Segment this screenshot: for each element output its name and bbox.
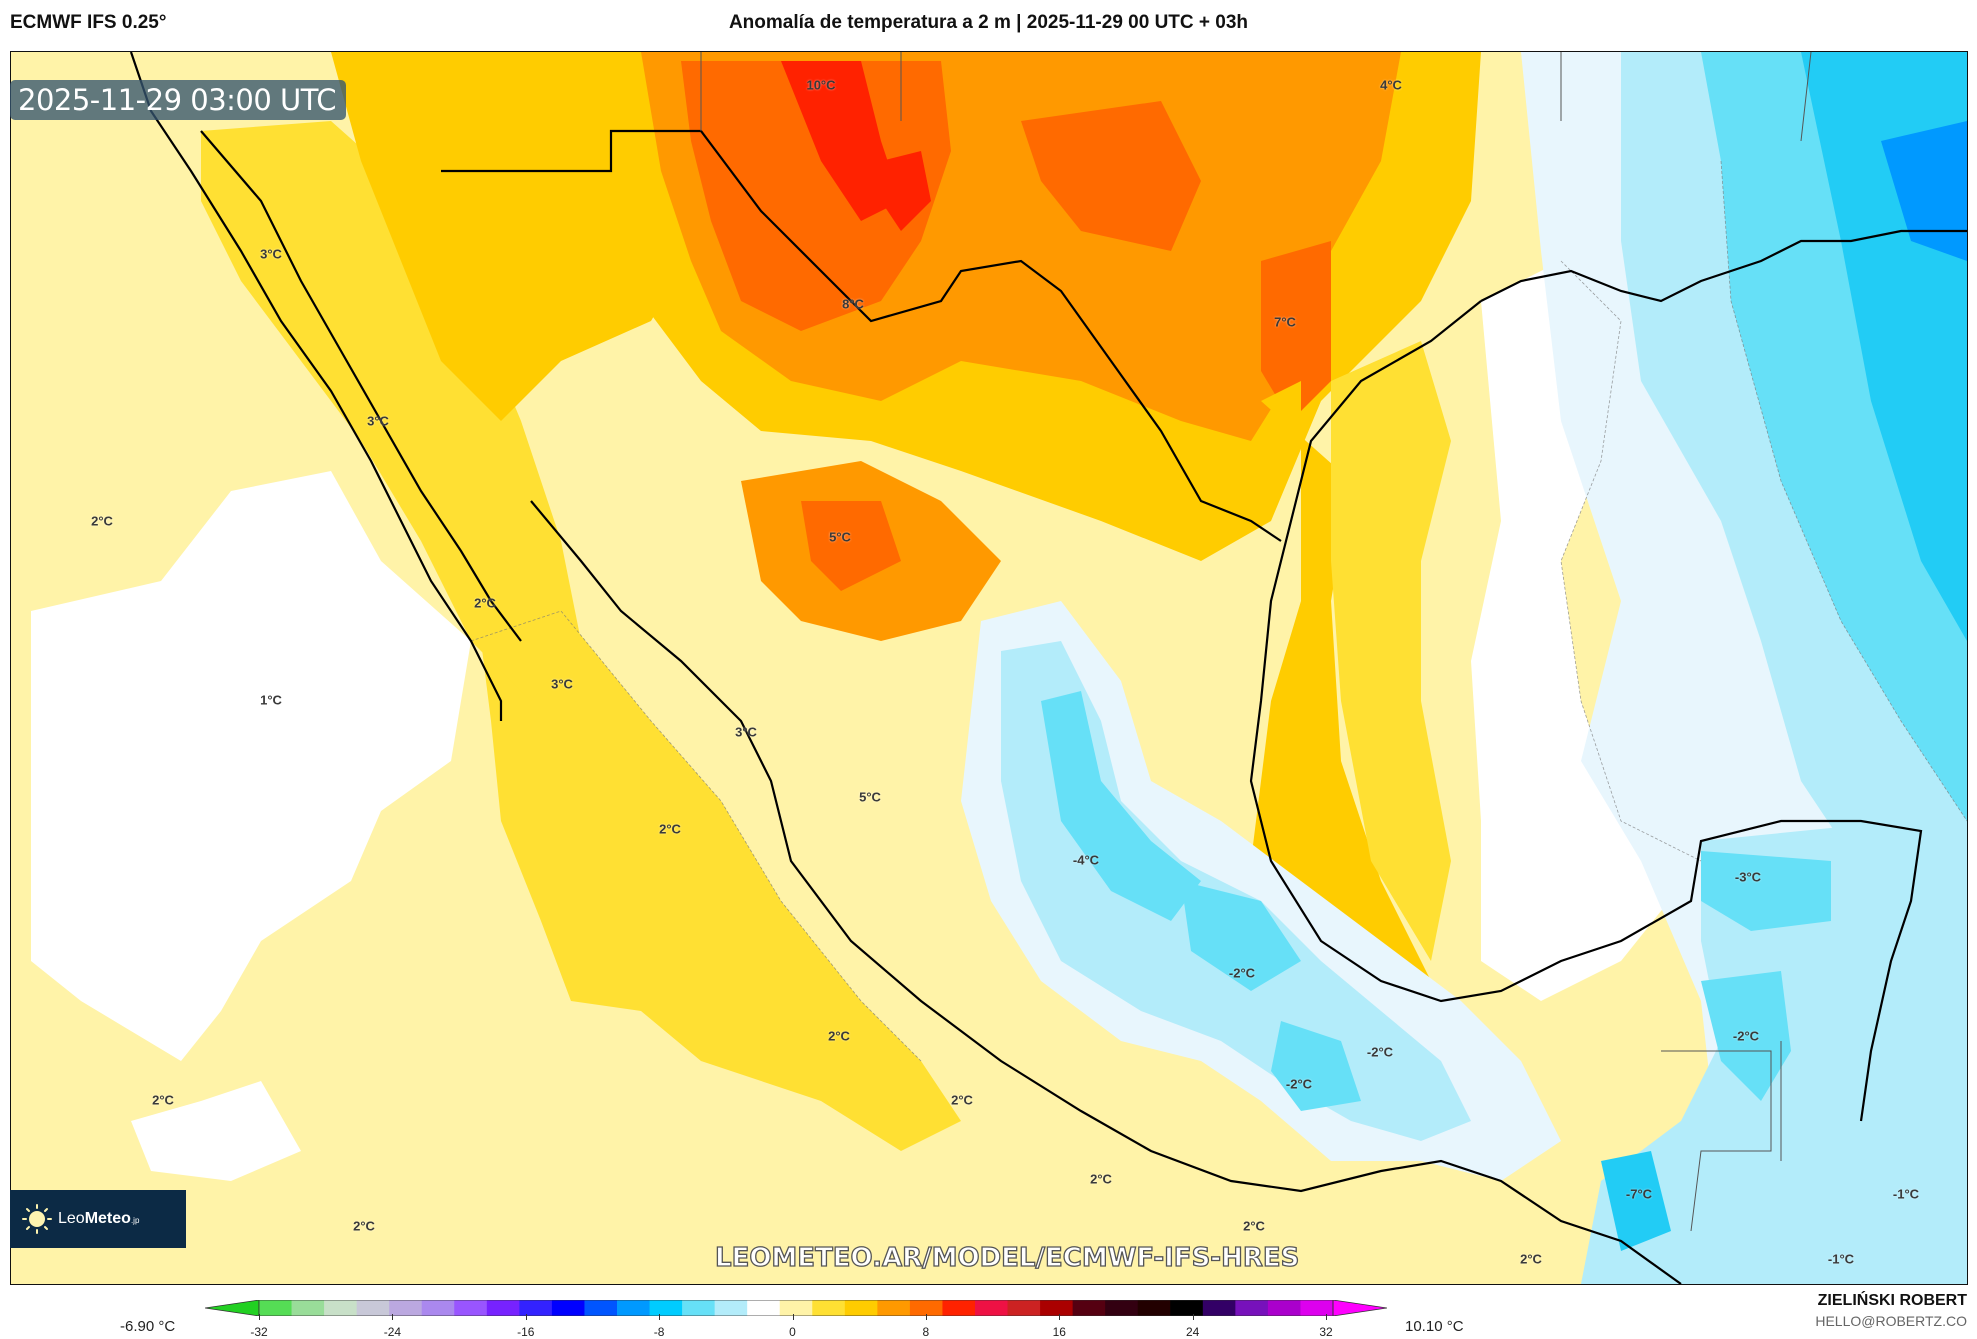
colorbar-tick-label: -8 [653, 1325, 665, 1339]
colorbar-tick-mark [1192, 1314, 1194, 1320]
contour-label: 2°C [1090, 1171, 1112, 1187]
source-watermark: LEOMETEO.AR/MODEL/ECMWF-IFS-HRES [714, 1242, 1300, 1273]
contour-label: 8°C [842, 296, 864, 312]
author-credit: ZIELIŃSKI ROBERT HELLO@ROBERTZ.CO [1815, 1292, 1967, 1329]
contour-label: -1°C [1827, 1251, 1855, 1267]
colorbar-tick-label: 16 [1052, 1325, 1066, 1339]
contour-label: 2°C [1520, 1251, 1542, 1267]
contour-label: -3°C [1734, 869, 1762, 885]
colorbar-min-label: -6.90 °C [120, 1318, 176, 1335]
valid-time-badge: 2025-11-29 03:00 UTC [10, 80, 346, 120]
contour-label: -2°C [1366, 1044, 1394, 1060]
contour-label: 7°C [1274, 314, 1296, 330]
contour-label: -1°C [1892, 1186, 1920, 1202]
colorbar-tick-label: 8 [922, 1325, 930, 1339]
contour-label: 2°C [1243, 1218, 1265, 1234]
anomaly-field [11, 52, 1967, 1284]
leometeo-logo[interactable]: LeoMeteo.jp [10, 1190, 186, 1248]
contour-label: 2°C [828, 1028, 850, 1044]
colorbar-tick-mark [1326, 1314, 1327, 1320]
colorbar-tick-label: -16 [517, 1325, 535, 1339]
contour-label: 3°C [735, 724, 757, 740]
contour-label: 5°C [829, 529, 851, 545]
colorbar-max-label: 10.10 °C [1405, 1318, 1464, 1335]
colorbar [205, 1300, 1387, 1316]
contour-label: 2°C [659, 821, 681, 837]
contour-label: 10°C [806, 77, 836, 93]
contour-label: 1°C [260, 692, 282, 708]
contour-label: -2°C [1285, 1076, 1313, 1092]
sun-icon [22, 1204, 52, 1234]
contour-label: 5°C [859, 789, 881, 805]
colorbar-tick-mark [659, 1314, 661, 1320]
colorbar-tick-mark [792, 1314, 794, 1320]
contour-label: 3°C [260, 246, 282, 262]
contour-label: 3°C [367, 413, 389, 429]
contour-label: 2°C [353, 1218, 375, 1234]
contour-label: -2°C [1732, 1028, 1760, 1044]
author-name: ZIELIŃSKI ROBERT [1817, 1292, 1967, 1309]
contour-label: 2°C [474, 595, 496, 611]
chart-title: Anomalía de temperatura a 2 m | 2025-11-… [728, 12, 1249, 33]
contour-label: -7°C [1625, 1186, 1653, 1202]
author-email[interactable]: HELLO@ROBERTZ.CO [1815, 1313, 1967, 1329]
logo-text: LeoMeteo.jp [58, 1210, 140, 1227]
colorbar-tick-label: 24 [1185, 1325, 1200, 1339]
colorbar-tick-label: -32 [250, 1325, 268, 1339]
temperature-anomaly-map: 10°C 4°C 8°C 7°C 3°C 3°C 2°C 5°C 2°C 1°C 3°C 3°C 5°C… [10, 51, 1968, 1285]
contour-label: -4°C [1072, 852, 1100, 868]
colorbar-tick-mark [1059, 1314, 1061, 1320]
contour-label: 2°C [951, 1092, 973, 1108]
colorbar-tick-mark [392, 1314, 394, 1320]
contour-label: 3°C [551, 676, 573, 692]
contour-label: 2°C [91, 513, 113, 529]
contour-label: 2°C [152, 1092, 174, 1108]
contour-label: 4°C [1380, 77, 1402, 93]
colorbar-tick-mark [925, 1314, 927, 1320]
colorbar-tick-mark [259, 1314, 260, 1320]
colorbar-tick-label: 32 [1319, 1325, 1333, 1339]
model-name: ECMWF IFS 0.25° [10, 12, 167, 33]
colorbar-tick-label: 0 [789, 1325, 796, 1339]
contour-label: -2°C [1228, 965, 1256, 981]
colorbar-tick-mark [525, 1314, 527, 1320]
colorbar-tick-label: -24 [383, 1325, 402, 1339]
